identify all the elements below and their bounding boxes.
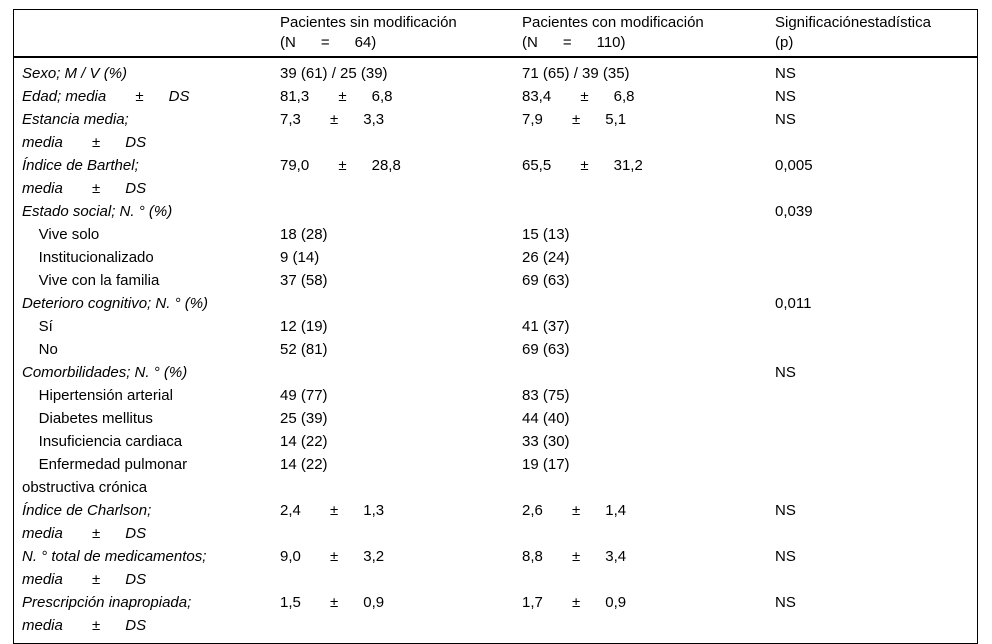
table-row: Institucionalizado 9 (14) 26 (24) [14, 246, 977, 269]
cell-p-value: NS [775, 594, 796, 611]
cell-pacientes-con-modificacion: 44 (40) [522, 410, 570, 427]
cell-p-value: NS [775, 111, 796, 128]
row-label: Comorbilidades; N. ° (%) [22, 364, 188, 381]
table-row: Diabetes mellitus 25 (39) 44 (40) [14, 407, 977, 430]
cell-pacientes-sin-modificacion: 81,3 ± 6,8 [280, 88, 393, 105]
row-label: Institucionalizado [22, 249, 154, 266]
table-row: Vive solo 18 (28) 15 (13) [14, 223, 977, 246]
cell-pacientes-sin-modificacion: 49 (77) [280, 387, 328, 404]
table-row: No 52 (81) 69 (63) [14, 338, 977, 361]
cell-pacientes-sin-modificacion: 39 (61) / 25 (39) [280, 65, 388, 82]
cell-pacientes-con-modificacion: 83 (75) [522, 387, 570, 404]
cell-p-value: NS [775, 502, 796, 519]
row-label: Enfermedad pulmonar obstructiva crónica [22, 456, 188, 496]
row-label: Sexo; M / V (%) [22, 65, 128, 82]
cell-pacientes-con-modificacion: 33 (30) [522, 433, 570, 450]
cell-p-value: 0,005 [775, 157, 813, 174]
cell-pacientes-con-modificacion: 41 (37) [522, 318, 570, 335]
table-row: Enfermedad pulmonar obstructiva crónica 1… [14, 453, 977, 499]
cell-pacientes-sin-modificacion: 12 (19) [280, 318, 328, 335]
cell-pacientes-con-modificacion: 69 (63) [522, 272, 570, 289]
cell-pacientes-sin-modificacion: 1,5 ± 0,9 [280, 594, 385, 611]
cell-p-value: NS [775, 364, 796, 381]
row-label: Estado social; N. ° (%) [22, 203, 173, 220]
cell-p-value: NS [775, 88, 796, 105]
cell-pacientes-con-modificacion: 19 (17) [522, 456, 570, 473]
row-label: Índice de Charlson; media ± DS [22, 502, 152, 542]
row-label: Estancia media; media ± DS [22, 111, 147, 151]
cell-pacientes-con-modificacion: 83,4 ± 6,8 [522, 88, 635, 105]
cell-p-value: 0,039 [775, 203, 813, 220]
cell-pacientes-con-modificacion: 2,6 ± 1,4 [522, 502, 627, 519]
table-row: Prescripción inapropiada; media ± DS 1,5 … [14, 591, 977, 637]
table-row: N. ° total de medicamentos; media ± DS 9,… [14, 545, 977, 591]
cell-pacientes-con-modificacion: 1,7 ± 0,9 [522, 594, 627, 611]
row-label: Insuficiencia cardiaca [22, 433, 183, 450]
row-label: Vive con la familia [22, 272, 160, 289]
cell-pacientes-sin-modificacion: 7,3 ± 3,3 [280, 111, 385, 128]
table-row: Edad; media ± DS 81,3 ± 6,8 83,4 ± 6,8 NS [14, 85, 977, 108]
table-body: Sexo; M / V (%) 39 (61) / 25 (39) 71 (65) … [14, 58, 977, 643]
table-row: Estancia media; media ± DS 7,3 ± 3,3 7,9 ±… [14, 108, 977, 154]
row-label: Sí [22, 318, 53, 335]
row-label: Vive solo [22, 226, 100, 243]
table-row: Índice de Barthel; media ± DS 79,0 ± 28,8… [14, 154, 977, 200]
row-label: Edad; media ± DS [22, 88, 190, 105]
table-row: Deterioro cognitivo; N. ° (%) 0,011 [14, 292, 977, 315]
cell-pacientes-sin-modificacion: 79,0 ± 28,8 [280, 157, 401, 174]
table-row: Vive con la familia 37 (58) 69 (63) [14, 269, 977, 292]
cell-pacientes-sin-modificacion: 37 (58) [280, 272, 328, 289]
cell-p-value: NS [775, 548, 796, 565]
column-header-significacion-estadistica: Significaciónestadística (p) [775, 14, 931, 51]
cell-pacientes-sin-modificacion: 25 (39) [280, 410, 328, 427]
table-row: Estado social; N. ° (%) 0,039 [14, 200, 977, 223]
cell-pacientes-sin-modificacion: 9 (14) [280, 249, 320, 266]
row-label: N. ° total de medicamentos; media ± DS [22, 548, 207, 588]
row-label: Diabetes mellitus [22, 410, 153, 427]
table-header-row: Pacientes sin modificación (N = 64) Paci… [14, 10, 977, 58]
cell-pacientes-con-modificacion: 71 (65) / 39 (35) [522, 65, 630, 82]
row-label: Prescripción inapropiada; media ± DS [22, 594, 192, 634]
cell-pacientes-sin-modificacion: 14 (22) [280, 433, 328, 450]
row-label: No [22, 341, 58, 358]
cell-pacientes-con-modificacion: 65,5 ± 31,2 [522, 157, 643, 174]
table-row: Índice de Charlson; media ± DS 2,4 ± 1,3 2… [14, 499, 977, 545]
column-header-pacientes-sin-modificacion: Pacientes sin modificación (N = 64) [280, 14, 457, 51]
cell-pacientes-con-modificacion: 7,9 ± 5,1 [522, 111, 627, 128]
table-row: Sí 12 (19) 41 (37) [14, 315, 977, 338]
cell-pacientes-sin-modificacion: 52 (81) [280, 341, 328, 358]
cell-pacientes-sin-modificacion: 14 (22) [280, 456, 328, 473]
cell-pacientes-con-modificacion: 15 (13) [522, 226, 570, 243]
table-row: Hipertensión arterial 49 (77) 83 (75) [14, 384, 977, 407]
row-label: Hipertensión arterial [22, 387, 173, 404]
cell-pacientes-sin-modificacion: 2,4 ± 1,3 [280, 502, 385, 519]
cell-p-value: 0,011 [775, 295, 812, 312]
cell-p-value: NS [775, 65, 796, 82]
table-row: Comorbilidades; N. ° (%) NS [14, 361, 977, 384]
table-row: Sexo; M / V (%) 39 (61) / 25 (39) 71 (65) … [14, 62, 977, 85]
comparison-table: Pacientes sin modificación (N = 64) Paci… [13, 9, 978, 644]
row-label: Índice de Barthel; media ± DS [22, 157, 147, 197]
cell-pacientes-sin-modificacion: 9,0 ± 3,2 [280, 548, 385, 565]
row-label: Deterioro cognitivo; N. ° (%) [22, 295, 209, 312]
table-row: Insuficiencia cardiaca 14 (22) 33 (30) [14, 430, 977, 453]
cell-pacientes-con-modificacion: 8,8 ± 3,4 [522, 548, 627, 565]
cell-pacientes-con-modificacion: 69 (63) [522, 341, 570, 358]
column-header-pacientes-con-modificacion: Pacientes con modificación (N = 110) [522, 14, 704, 51]
cell-pacientes-con-modificacion: 26 (24) [522, 249, 570, 266]
cell-pacientes-sin-modificacion: 18 (28) [280, 226, 328, 243]
